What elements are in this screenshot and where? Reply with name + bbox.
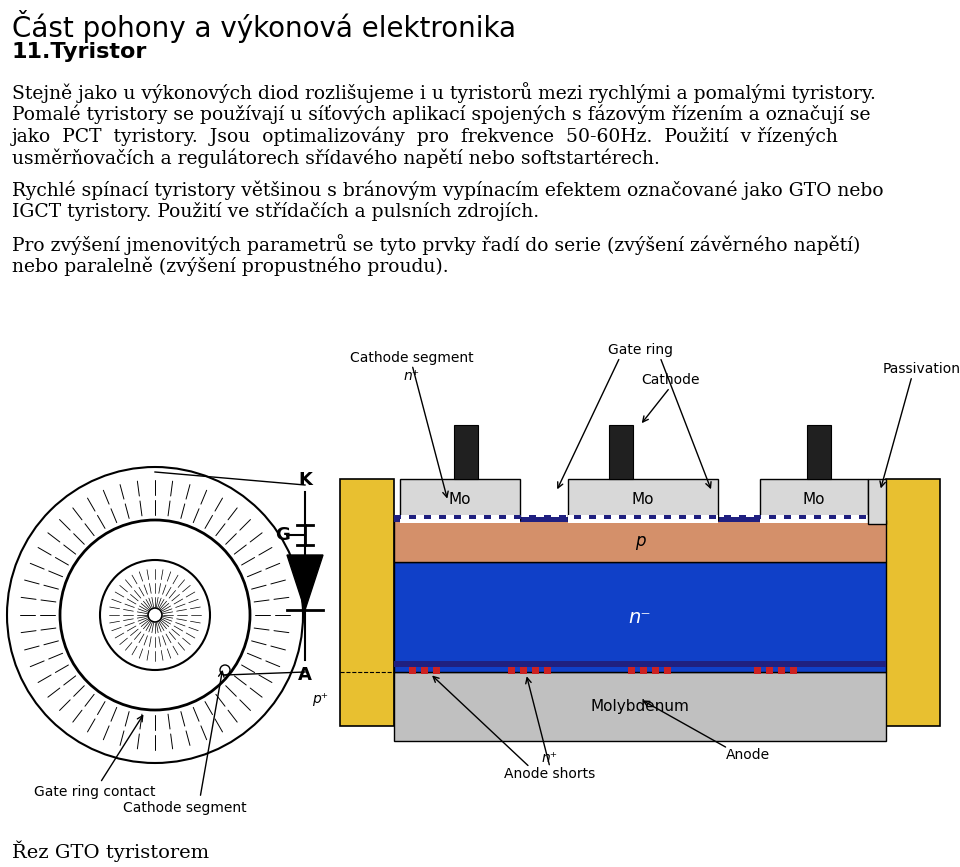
Bar [609, 426, 633, 479]
Text: Rychlé spínací tyristory většinou s bránovým vypínacím efektem označované jako G: Rychlé spínací tyristory většinou s brán… [12, 180, 883, 199]
Bar [829, 515, 836, 519]
Bar [484, 515, 492, 519]
Bar [469, 515, 476, 519]
Bar [709, 515, 716, 519]
Bar [769, 515, 777, 519]
Bar [589, 515, 596, 519]
Bar [568, 479, 718, 520]
Text: jako  PCT  tyristory.  Jsou  optimalizovány  pro  frekvence  50-60Hz.  Použití  : jako PCT tyristory. Jsou optimalizovány … [12, 126, 839, 146]
Text: n⁻: n⁻ [629, 608, 651, 627]
Text: Mo: Mo [632, 492, 655, 507]
Bar [664, 667, 671, 674]
Bar [532, 667, 540, 674]
Bar [454, 426, 478, 479]
Text: n⁺: n⁺ [542, 752, 558, 766]
Bar [574, 515, 581, 519]
Bar [508, 667, 516, 674]
Text: K: K [298, 471, 312, 489]
Bar [400, 479, 520, 520]
FancyBboxPatch shape [340, 479, 394, 726]
Bar [814, 515, 821, 519]
Bar [400, 515, 520, 523]
Bar [529, 515, 537, 519]
Bar [394, 517, 886, 522]
Polygon shape [287, 555, 323, 610]
Bar [664, 515, 671, 519]
Bar [634, 515, 641, 519]
Bar [739, 515, 746, 519]
Bar [724, 515, 732, 519]
Bar [859, 515, 866, 519]
Text: Molybdenum: Molybdenum [590, 699, 689, 714]
Bar [544, 667, 551, 674]
Bar [544, 515, 551, 519]
Text: A: A [298, 666, 312, 684]
Bar [421, 667, 428, 674]
Bar [652, 667, 660, 674]
Bar [619, 515, 626, 519]
Text: Pomalé tyristory se používají u síťových aplikací spojených s fázovým řízením a : Pomalé tyristory se používají u síťových… [12, 104, 871, 123]
Text: Pro zvýšení jmenovitých parametrů se tyto prvky řadí do serie (zvýšení závěrného: Pro zvýšení jmenovitých parametrů se tyt… [12, 234, 860, 255]
Text: Mo: Mo [448, 492, 471, 507]
Text: G: G [276, 526, 291, 544]
Text: IGCT tyristory. Použití ve střídačích a pulsních zdrojích.: IGCT tyristory. Použití ve střídačích a … [12, 202, 540, 221]
Bar [790, 667, 797, 674]
Bar [754, 515, 761, 519]
Bar [754, 667, 761, 674]
Bar [394, 515, 401, 519]
Bar [778, 667, 785, 674]
FancyBboxPatch shape [886, 479, 940, 726]
Bar [874, 515, 881, 519]
Bar [514, 515, 521, 519]
Text: p⁺: p⁺ [312, 692, 328, 706]
Text: 11.Tyristor: 11.Tyristor [12, 42, 148, 62]
Circle shape [148, 608, 162, 622]
Bar [394, 661, 886, 667]
Text: Passivation: Passivation [883, 362, 960, 376]
Text: Gate ring contact: Gate ring contact [35, 785, 156, 799]
Text: Anode shorts: Anode shorts [504, 767, 595, 781]
Bar [807, 426, 831, 479]
Bar [424, 515, 431, 519]
Bar [679, 515, 686, 519]
Bar [394, 520, 886, 562]
Bar [760, 515, 868, 523]
Bar [628, 667, 636, 674]
Text: Cathode segment: Cathode segment [350, 350, 474, 365]
Bar [568, 515, 718, 523]
Text: Stejně jako u výkonových diod rozlišujeme i u tyristorů mezi rychlými a pomalými: Stejně jako u výkonových diod rozlišujem… [12, 82, 876, 103]
Text: p: p [635, 532, 645, 551]
Bar [439, 515, 446, 519]
Bar [394, 562, 886, 673]
Bar [409, 667, 417, 674]
Bar [649, 515, 657, 519]
Bar [604, 515, 612, 519]
Bar [640, 667, 647, 674]
Bar [766, 667, 773, 674]
Text: n⁺: n⁺ [404, 368, 420, 382]
Bar [559, 515, 566, 519]
Bar [499, 515, 506, 519]
Bar [433, 667, 441, 674]
Bar [409, 515, 417, 519]
Text: nebo paralelně (zvýšení propustného proudu).: nebo paralelně (zvýšení propustného prou… [12, 256, 448, 276]
Text: Anode: Anode [726, 748, 770, 762]
Text: Část pohony a výkonová elektronika: Část pohony a výkonová elektronika [12, 10, 516, 43]
Bar [868, 479, 886, 525]
Text: Mo: Mo [803, 492, 826, 507]
Circle shape [220, 665, 230, 675]
Bar [784, 515, 791, 519]
Bar [799, 515, 806, 519]
Bar [694, 515, 701, 519]
Bar [520, 667, 527, 674]
Bar [760, 479, 868, 520]
Bar [454, 515, 461, 519]
Text: usměrňovačích a regulátorech sřídavého napětí nebo softstartérech.: usměrňovačích a regulátorech sřídavého n… [12, 148, 660, 167]
Bar [844, 515, 852, 519]
Text: Gate ring: Gate ring [608, 343, 673, 357]
Text: Řez GTO tyristorem: Řez GTO tyristorem [12, 840, 209, 862]
Bar [394, 673, 886, 740]
Text: Cathode segment: Cathode segment [123, 801, 247, 815]
Text: Cathode: Cathode [640, 374, 699, 388]
